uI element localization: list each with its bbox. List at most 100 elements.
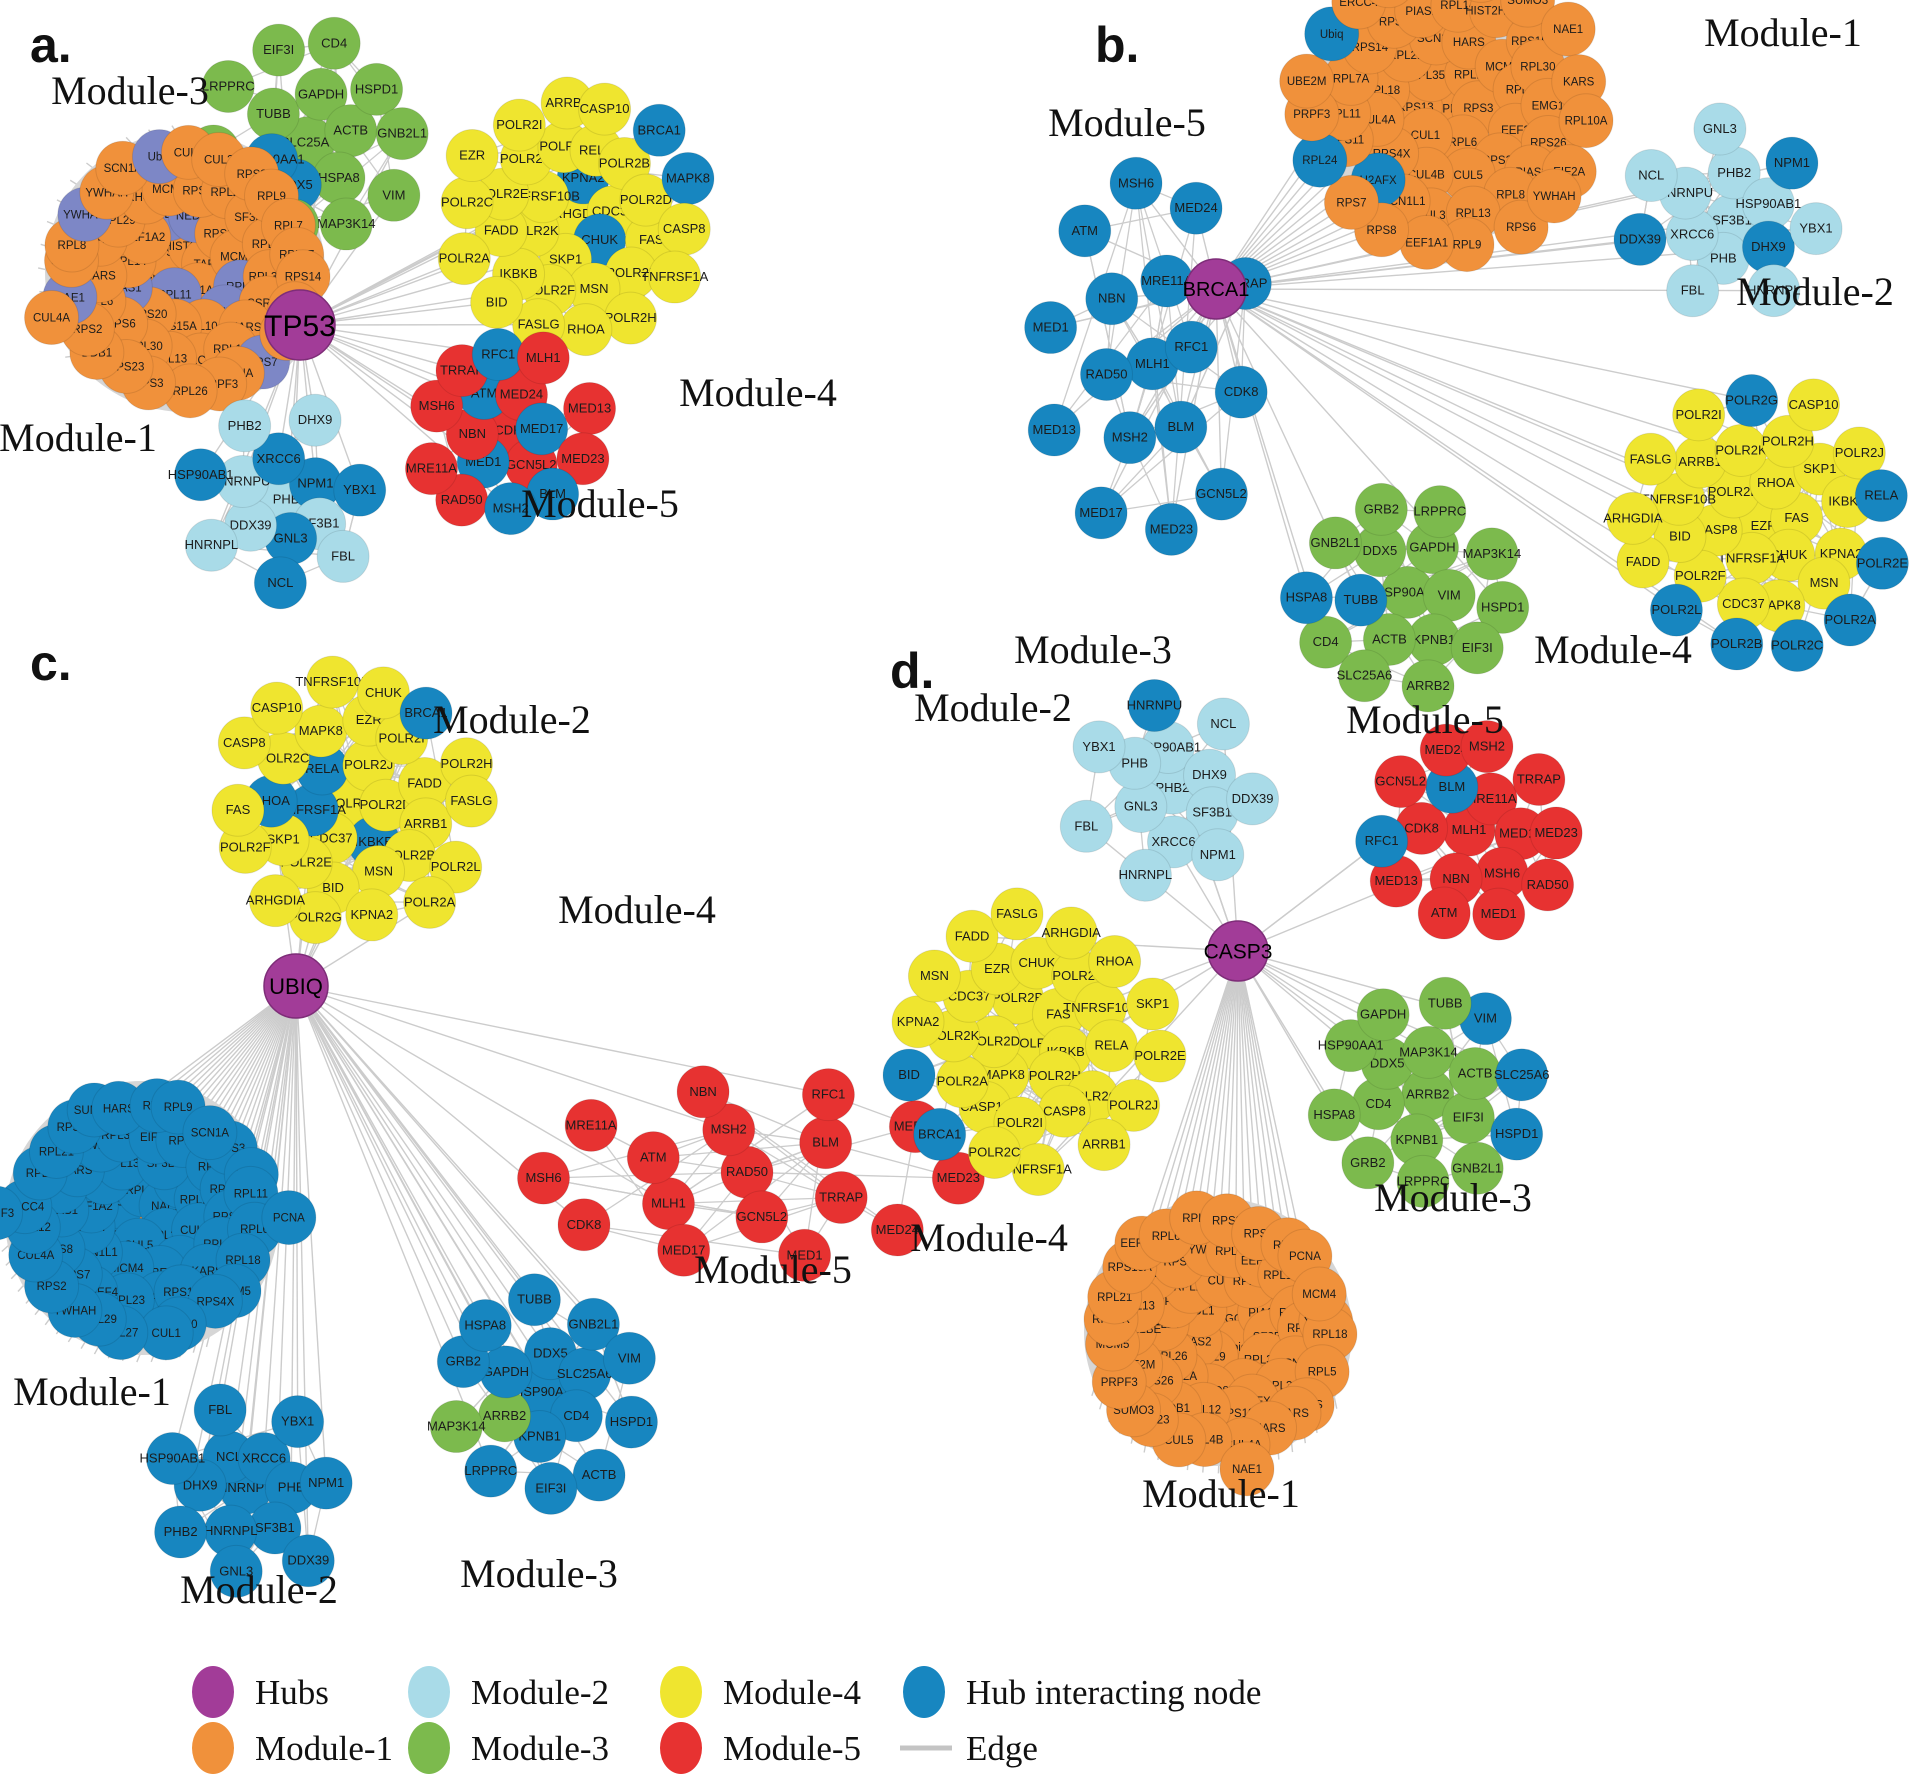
node-circle-NAE1[interactable] (1219, 1441, 1275, 1497)
node-GCN5L2[interactable]: GCN5L2 (1374, 755, 1428, 809)
node-FASLG[interactable]: FASLG (444, 774, 498, 828)
node-MSN[interactable]: MSN (907, 949, 961, 1003)
node-MRE11A[interactable]: MRE11A (564, 1098, 618, 1152)
node-MSN[interactable]: MSN (352, 844, 406, 898)
node-circle-GRB2[interactable] (1341, 1136, 1395, 1190)
node-BLM[interactable]: BLM (1154, 400, 1208, 454)
node-RAD50[interactable]: RAD50 (1079, 348, 1133, 402)
node-RAD50[interactable]: RAD50 (720, 1145, 774, 1199)
node-circle-MRE11A[interactable] (404, 442, 458, 496)
node-circle-TARS[interactable] (1362, 0, 1416, 9)
node-circle-RELA[interactable] (1854, 469, 1908, 523)
node-POLR2D[interactable]: POLR2D (1707, 465, 1761, 519)
node-MAP3K14[interactable]: MAP3K14 (1463, 527, 1522, 581)
node-MAP3K14[interactable]: MAP3K14 (1399, 1025, 1458, 1079)
node-circle-TRRAP[interactable] (1512, 753, 1566, 807)
node-circle-TNFRSF1A[interactable] (648, 250, 702, 304)
node-circle-HSP90AB1[interactable] (174, 448, 228, 502)
node-circle-MSN[interactable] (907, 949, 961, 1003)
node-ARRB1[interactable]: ARRB1 (1077, 1118, 1131, 1172)
node-TUBB[interactable]: TUBB (1418, 976, 1472, 1030)
node-SUMO3[interactable]: SUMO3 (1500, 0, 1556, 28)
node-circle-MED23[interactable] (556, 432, 610, 486)
node-circle-NBN[interactable] (1085, 272, 1139, 326)
node-circle-MAP3K14[interactable] (1465, 527, 1519, 581)
node-BLM[interactable]: BLM (526, 467, 580, 521)
node-circle-YBX1[interactable] (1789, 202, 1843, 256)
node-HSP90AB1[interactable]: HSP90AB1 (140, 1432, 206, 1486)
node-circle-HSPA8[interactable] (1307, 1088, 1361, 1142)
node-circle-FASLG[interactable] (990, 887, 1044, 941)
node-RFC1[interactable]: RFC1 (801, 1068, 855, 1122)
node-circle-NCL[interactable] (1196, 697, 1250, 751)
node-MSH2[interactable]: MSH2 (484, 482, 538, 536)
node-circle-CDK8[interactable] (1214, 365, 1268, 419)
node-MSH2[interactable]: MSH2 (1103, 411, 1157, 465)
node-circle-NPM1[interactable] (1191, 828, 1245, 882)
node-RFC1[interactable]: RFC1 (471, 328, 525, 382)
node-POLR2C[interactable]: POLR2C (967, 1125, 1021, 1179)
node-HNRNPL[interactable]: HNRNPL (184, 518, 238, 572)
node-TNFRSF1A[interactable]: TNFRSF1A (641, 250, 709, 304)
node-circle-LRPPRC[interactable] (464, 1444, 518, 1498)
node-FADD[interactable]: FADD (398, 757, 452, 811)
node-HSPD1[interactable]: HSPD1 (1476, 580, 1530, 634)
node-GCN5L2[interactable]: GCN5L2 (735, 1190, 789, 1244)
node-SUMO3[interactable]: SUMO3 (1106, 1382, 1162, 1438)
node-FASLG[interactable]: FASLG (1624, 432, 1678, 486)
node-circle-CASP10[interactable] (1787, 378, 1841, 432)
node-YBX1[interactable]: YBX1 (1072, 720, 1126, 774)
node-HSPA8[interactable]: HSPA8 (458, 1299, 512, 1353)
node-EZR[interactable]: EZR (445, 129, 499, 183)
node-FBL[interactable]: FBL (1666, 264, 1720, 318)
node-circle-POLR2J[interactable] (1832, 426, 1886, 480)
node-circle-YBX1[interactable] (1072, 720, 1126, 774)
node-circle-YBX1[interactable] (333, 463, 387, 517)
node-circle-GCN5L2[interactable] (1374, 755, 1428, 809)
node-MSH2[interactable]: MSH2 (702, 1103, 756, 1157)
node-circle-HNRNPL[interactable] (184, 518, 238, 572)
node-circle-RAD50[interactable] (1521, 858, 1575, 912)
node-MED23[interactable]: MED23 (931, 1151, 985, 1205)
node-FASLG[interactable]: FASLG (990, 887, 1044, 941)
node-FBL[interactable]: FBL (1059, 799, 1113, 853)
node-circle-CD4[interactable] (1299, 615, 1353, 669)
node-CHUK[interactable]: CHUK (1010, 936, 1064, 990)
node-HSPD1[interactable]: HSPD1 (604, 1395, 658, 1449)
node-VIM[interactable]: VIM (367, 168, 421, 222)
node-circle-ATM[interactable] (626, 1131, 680, 1185)
node-circle-POLR2A[interactable] (1823, 593, 1877, 647)
node-POLR2D[interactable]: POLR2D (967, 1015, 1021, 1069)
node-circle-HSPD1[interactable] (1476, 580, 1530, 634)
node-circle-SCN1A[interactable] (182, 1105, 238, 1161)
node-RFC1[interactable]: RFC1 (1164, 320, 1218, 374)
node-NPM1[interactable]: NPM1 (288, 457, 342, 511)
node-BRCA1[interactable]: BRCA1 (913, 1107, 967, 1161)
node-LRPPRC[interactable]: LRPPRC (464, 1444, 518, 1498)
node-PRPF3[interactable]: PRPF3 (0, 1185, 24, 1241)
node-RPS7[interactable]: RPS7 (1323, 174, 1379, 230)
node-HSPD1[interactable]: HSPD1 (1490, 1107, 1544, 1161)
node-MSH6[interactable]: MSH6 (517, 1151, 571, 1205)
node-circle-TUBB[interactable] (507, 1273, 561, 1327)
node-circle-TUBB[interactable] (1418, 976, 1472, 1030)
node-MED1[interactable]: MED1 (778, 1228, 832, 1282)
node-circle-GAPDH[interactable] (1356, 988, 1410, 1042)
node-circle-PRPF3[interactable] (0, 1185, 24, 1241)
node-circle-RPL29[interactable] (1454, 0, 1508, 3)
node-circle-EIF3I[interactable] (252, 23, 306, 77)
node-MED13[interactable]: MED13 (1369, 854, 1423, 908)
node-MSH2[interactable]: MSH2 (1460, 720, 1514, 774)
node-POLR2A[interactable]: POLR2A (403, 875, 457, 929)
node-circle-BRCA1[interactable] (632, 103, 686, 157)
node-circle-POLR2C[interactable] (967, 1125, 1021, 1179)
node-circle-GNL3[interactable] (1693, 102, 1747, 156)
node-circle-NPM1[interactable] (299, 1456, 353, 1510)
node-circle-RPS7[interactable] (1323, 174, 1379, 230)
node-XRCC6[interactable]: XRCC6 (252, 432, 306, 486)
node-circle-ATM[interactable] (1058, 204, 1112, 258)
node-SLC25A6[interactable]: SLC25A6 (1494, 1048, 1550, 1102)
node-GNL3[interactable]: GNL3 (264, 511, 318, 565)
node-circle-CHUK[interactable] (356, 666, 410, 720)
hub-circle-BRCA1[interactable] (1185, 258, 1247, 320)
